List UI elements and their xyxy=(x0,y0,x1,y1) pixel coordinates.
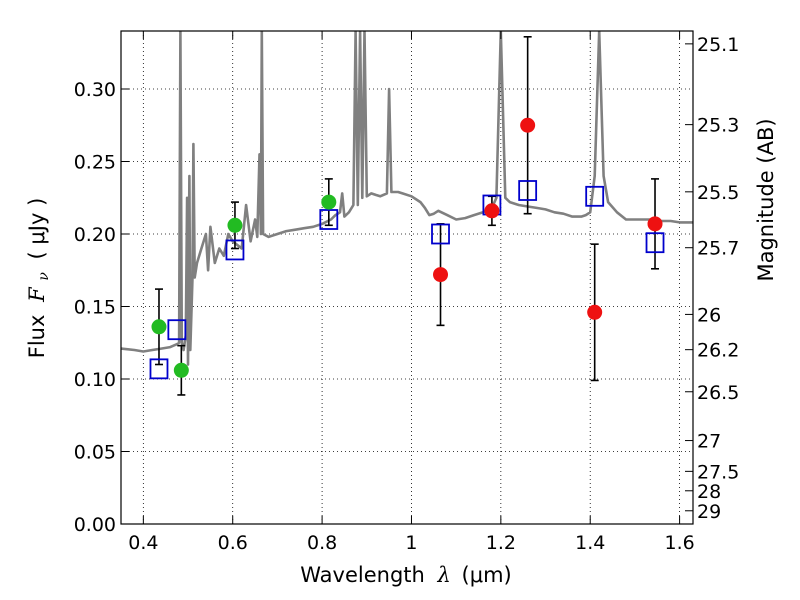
model-photometry-square xyxy=(518,180,538,201)
y2-tick-label: 28 xyxy=(697,481,721,503)
x-axis-label: Wavelength λ (μm) xyxy=(300,563,511,587)
y-tick-label: 0.10 xyxy=(74,369,116,391)
model-photometry-square xyxy=(167,319,187,341)
y-tick-label: 0.00 xyxy=(74,514,116,536)
y-tick-label: 0.05 xyxy=(74,442,116,464)
x-tick-label: 0.6 xyxy=(218,532,248,554)
x-tick-label: 0.4 xyxy=(128,532,158,554)
observed_red-point xyxy=(587,304,603,320)
model-photometry-square xyxy=(645,232,665,254)
y2-tick-label: 29 xyxy=(697,501,721,523)
x-tick-label: 1.4 xyxy=(575,532,605,554)
errorbar-layer xyxy=(154,35,660,396)
y-axis-label: Flux F ν ( μJy ) xyxy=(25,198,53,359)
observed_red-point xyxy=(484,203,500,219)
observed_red-point xyxy=(647,216,663,232)
y2-tick-label: 25.5 xyxy=(697,182,739,204)
y-tick-label: 0.20 xyxy=(74,224,116,246)
model-photometry-square xyxy=(149,358,169,380)
x-tick-label: 0.8 xyxy=(307,532,337,554)
model-photometry-square xyxy=(319,209,339,230)
model-photometry-square xyxy=(225,239,245,261)
observed_red-point xyxy=(520,117,536,133)
y2-tick-label: 26.5 xyxy=(697,382,739,404)
observed_green-point xyxy=(151,319,167,335)
y2-axis-label: Magnitude (AB) xyxy=(754,118,778,281)
plot-frame xyxy=(120,30,694,525)
y-tick-label: 0.15 xyxy=(74,297,116,319)
spectrum-line xyxy=(121,31,693,366)
y2-tick-label: 25.1 xyxy=(697,34,739,56)
tick-layer: 0.4 0.6 0.8 1 1.2 1.4 1.6 0.00 0.05 0.10 0.15 0.20 0… xyxy=(74,31,739,554)
y2-tick-label: 27.5 xyxy=(697,461,739,483)
observed_green-point xyxy=(321,194,337,210)
y2-tick-label: 25.7 xyxy=(697,238,739,260)
marker-layer xyxy=(149,117,665,380)
x-tick-label: 1.6 xyxy=(664,532,694,554)
y2-tick-label: 26.2 xyxy=(697,340,739,362)
spectrum-layer xyxy=(121,31,693,366)
x-tick-label: 1.2 xyxy=(486,532,516,554)
observed_red-point xyxy=(433,267,449,283)
y2-tick-label: 26 xyxy=(697,304,721,326)
model-photometry-square xyxy=(431,223,450,245)
y-tick-label: 0.30 xyxy=(74,79,116,101)
observed_green-point xyxy=(227,217,243,233)
grid xyxy=(121,31,693,525)
model-photometry-square xyxy=(585,185,605,207)
observed_green-point xyxy=(173,362,189,378)
x-tick-label: 1 xyxy=(405,532,417,554)
y2-tick-label: 27 xyxy=(697,431,721,453)
y-tick-label: 0.25 xyxy=(74,152,116,174)
y2-tick-label: 25.3 xyxy=(697,115,739,137)
